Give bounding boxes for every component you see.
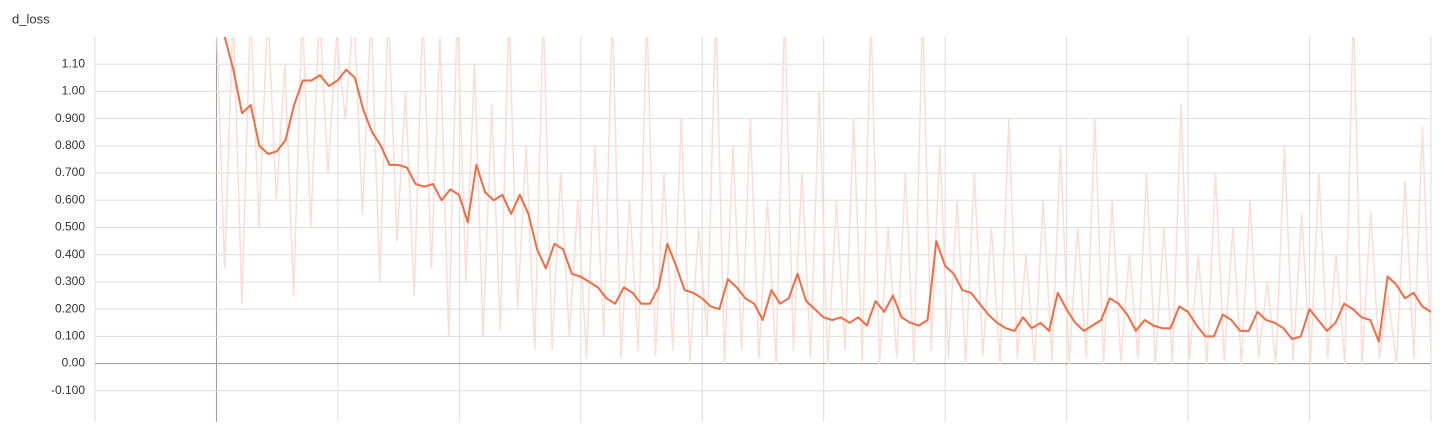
y-tick-label: 1.10 [62,56,86,70]
y-tick-label: 0.800 [55,138,85,152]
y-tick-label: 0.300 [55,274,85,288]
series-line [216,37,1431,365]
y-tick-label: 0.200 [55,301,85,315]
y-tick-label: 0.600 [55,192,85,206]
y-tick-label: 0.500 [55,220,85,234]
plot-area [216,37,1431,365]
y-tick-label: 0.00 [62,356,86,370]
chart-title: d_loss [12,11,50,26]
y-tick-label: 1.00 [62,84,86,98]
y-tick-label: 0.700 [55,165,85,179]
y-tick-label: -0.100 [51,383,85,397]
y-tick-label: 0.900 [55,111,85,125]
y-tick-label: 0.100 [55,329,85,343]
y-tick-label: 0.400 [55,247,85,261]
series-line [223,37,1431,343]
